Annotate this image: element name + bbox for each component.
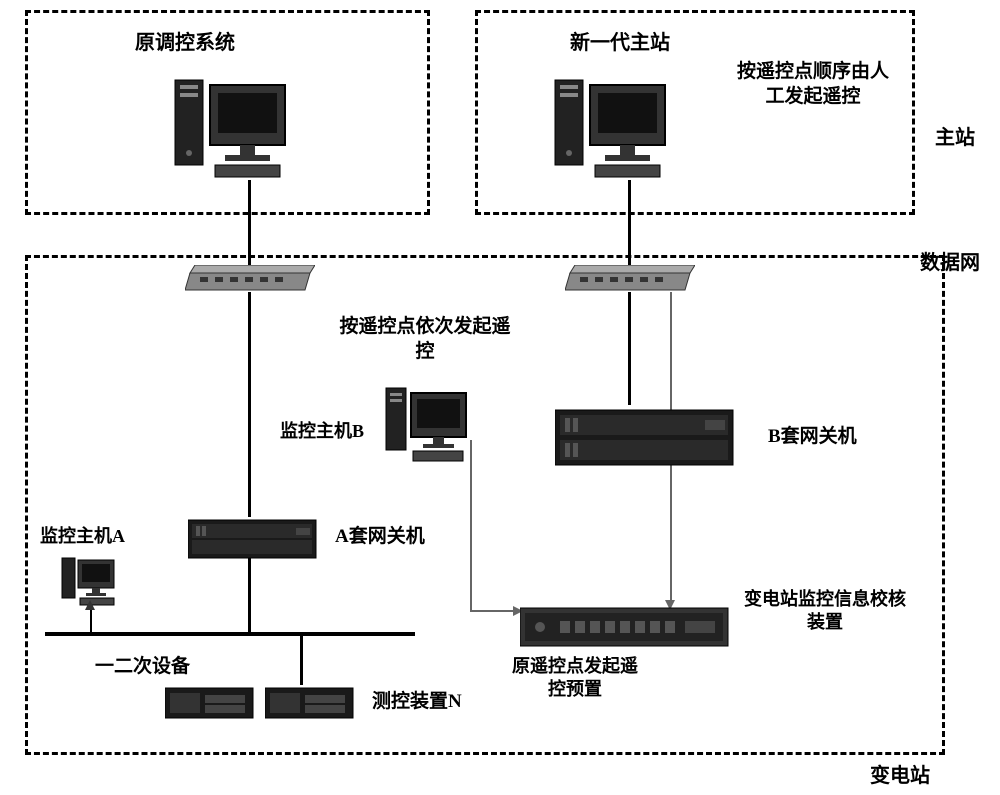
switch-icon <box>185 265 315 295</box>
connection-line <box>248 180 251 272</box>
verify-device-icon <box>520 603 730 653</box>
remote-seq-auto-label: 按遥控点依次发起遥控 <box>335 315 515 364</box>
primary-secondary-label: 一二次设备 <box>95 655 190 680</box>
connection-line <box>628 292 631 405</box>
connection-line <box>90 608 92 632</box>
substation-monitor-verify-label: 变电站监控信息校核装置 <box>740 588 910 635</box>
measure-ctrl-n-label: 测控装置N <box>372 690 462 715</box>
main-station-label: 主站 <box>935 125 975 151</box>
device-icon <box>265 683 355 723</box>
computer-icon <box>170 65 290 185</box>
monitor-host-a-label: 监控主机A <box>40 525 125 548</box>
remote-seq-manual-label: 按遥控点顺序由人工发起遥控 <box>733 60 893 109</box>
device-icon <box>165 683 255 723</box>
box-new-main <box>475 10 915 215</box>
orig-ctrl-sys-label: 原调控系统 <box>135 30 235 56</box>
connection-line <box>628 180 631 272</box>
new-gen-main-label: 新一代主站 <box>570 30 670 56</box>
substation-label: 变电站 <box>870 763 930 789</box>
computer-small-icon <box>383 378 473 468</box>
connection-line <box>248 558 251 633</box>
bus-line <box>45 632 415 636</box>
data-network-label: 数据网 <box>920 250 980 276</box>
connection-line <box>248 292 251 517</box>
arrow-icon <box>85 600 95 610</box>
rack-device-icon <box>555 400 735 475</box>
monitor-host-b-label: 监控主机B <box>280 420 364 443</box>
orig-remote-preset-label: 原遥控点发起遥控预置 <box>510 655 640 702</box>
switch-icon <box>565 265 695 295</box>
computer-icon <box>550 65 670 185</box>
gateway-b-label: B套网关机 <box>768 425 857 450</box>
rack-device-icon <box>188 512 318 562</box>
connection-line <box>300 635 303 685</box>
connection-line-gray <box>470 440 472 610</box>
gateway-a-label: A套网关机 <box>335 525 425 550</box>
